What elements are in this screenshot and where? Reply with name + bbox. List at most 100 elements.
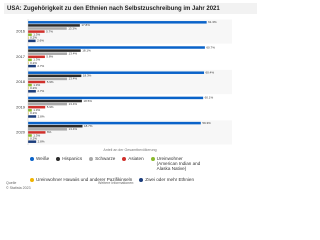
bar	[28, 112, 29, 115]
value-label: 5.9%	[47, 105, 54, 109]
legend-swatch	[150, 156, 155, 161]
value-label: 2.8%	[38, 139, 45, 143]
legend-label: Ureinwohner (American Indian and Alaska …	[156, 156, 201, 171]
bar	[28, 128, 68, 131]
value-label: 18.1%	[82, 48, 91, 52]
legend-item[interactable]: Ureinwohner Hawaiis und anderer Pazifiki…	[30, 177, 132, 182]
value-label: 2.7%	[37, 64, 44, 68]
bar	[28, 49, 81, 52]
value-label: 0.2%	[30, 36, 37, 40]
value-label: 5.9%	[47, 80, 54, 84]
value-label: 60.7%	[206, 45, 215, 49]
legend-swatch	[56, 156, 61, 161]
value-label: 1.3%	[33, 83, 40, 87]
value-label: 13.4%	[69, 52, 78, 56]
value-label: 61.3%	[208, 20, 217, 24]
bar	[28, 39, 36, 43]
value-label: 13.4%	[69, 102, 78, 106]
bar	[28, 71, 205, 74]
legend-label: Asiaten	[128, 156, 144, 161]
title-bar	[4, 3, 257, 14]
chart: USA: Zugehörigkeit zu den Ethnien nach S…	[4, 3, 257, 152]
bar	[28, 21, 207, 24]
legend-swatch	[89, 156, 94, 161]
bar	[28, 58, 32, 62]
value-label: 60.4%	[206, 71, 215, 75]
bar	[28, 137, 29, 140]
value-label: 5.7%	[46, 29, 53, 33]
bar	[28, 30, 45, 33]
value-label: 13.4%	[69, 77, 78, 81]
bar	[28, 140, 37, 143]
source: © Statista 2023	[6, 186, 31, 190]
legend-swatch	[30, 156, 34, 161]
value-label: 1.3%	[33, 58, 40, 62]
legend-label: Schwarze	[95, 156, 116, 161]
bar	[28, 52, 68, 55]
legend-swatch	[122, 156, 127, 161]
value-label: 18.5%	[83, 99, 92, 103]
value-label: 2.6%	[37, 39, 44, 43]
bar	[28, 105, 46, 109]
value-label: 2.8%	[38, 114, 45, 118]
source-label: Quelle	[6, 181, 17, 185]
legend-label: Weiße	[36, 156, 50, 161]
legend-label: Hispanics	[62, 156, 83, 161]
value-label: 60.1%	[205, 96, 214, 100]
bar	[28, 99, 82, 103]
bar	[28, 46, 205, 49]
legend-item[interactable]: Ureinwohner (American Indian and Alaska …	[150, 156, 203, 171]
bar	[28, 61, 29, 65]
bar	[28, 55, 45, 59]
bar	[28, 64, 36, 68]
value-label: 1.3%	[33, 32, 40, 36]
bar	[28, 36, 29, 40]
bar	[28, 109, 32, 112]
value-label: 18.3%	[83, 74, 92, 78]
bar	[28, 134, 32, 137]
value-label: 17.8%	[81, 23, 90, 27]
bar	[28, 27, 67, 30]
legend-swatch	[30, 177, 34, 182]
bar	[28, 115, 37, 118]
bar	[28, 33, 32, 36]
legend-item[interactable]: Weiße	[30, 156, 49, 171]
bar	[28, 96, 204, 100]
legend-label: Zwei oder mehr Ethnien	[145, 177, 195, 182]
y-tick-label: 2020	[16, 129, 26, 134]
value-label: 18.7%	[84, 124, 93, 128]
bar	[28, 90, 36, 93]
page: USA: Zugehörigkeit zu den Ethnien nach S…	[4, 3, 257, 190]
legend-item[interactable]: Hispanics	[56, 156, 82, 171]
bar	[28, 80, 46, 84]
legend-item[interactable]: Schwarze	[89, 156, 115, 171]
bar	[28, 86, 29, 90]
info-label: Weitere Informationen:	[98, 181, 135, 185]
y-tick-label: 2019	[16, 104, 26, 109]
bar	[28, 131, 46, 134]
value-label: 0.2%	[30, 61, 37, 65]
value-label: 0.2%	[30, 136, 37, 140]
y-tick-label: 2016	[16, 29, 26, 34]
legend-item[interactable]: Zwei oder mehr Ethnien	[139, 177, 194, 182]
bar	[28, 77, 68, 81]
bar	[28, 121, 201, 125]
bar	[28, 83, 32, 87]
legend: Weiße Hispanics Schwarze Asiaten Ureinwohner…	[30, 156, 245, 182]
value-label: 2.7%	[37, 89, 44, 93]
value-label: 6%	[47, 130, 52, 134]
value-label: 1.3%	[33, 108, 40, 112]
bar	[28, 24, 80, 27]
value-label: 13.3%	[68, 26, 77, 30]
value-label: 59.3%	[202, 121, 211, 125]
legend-item[interactable]: Asiaten	[122, 156, 144, 171]
value-label: 13.4%	[69, 127, 78, 131]
legend-swatch	[139, 177, 144, 182]
bar	[28, 74, 82, 78]
bar	[28, 102, 68, 106]
bar	[28, 124, 83, 128]
y-tick-label: 2017	[16, 54, 26, 59]
x-axis-label: Anteil an der Gesamtbevölkerung	[103, 148, 156, 152]
value-label: 5.8%	[46, 55, 53, 59]
legend-label: Ureinwohner Hawaiis und anderer Pazifiki…	[36, 177, 133, 182]
